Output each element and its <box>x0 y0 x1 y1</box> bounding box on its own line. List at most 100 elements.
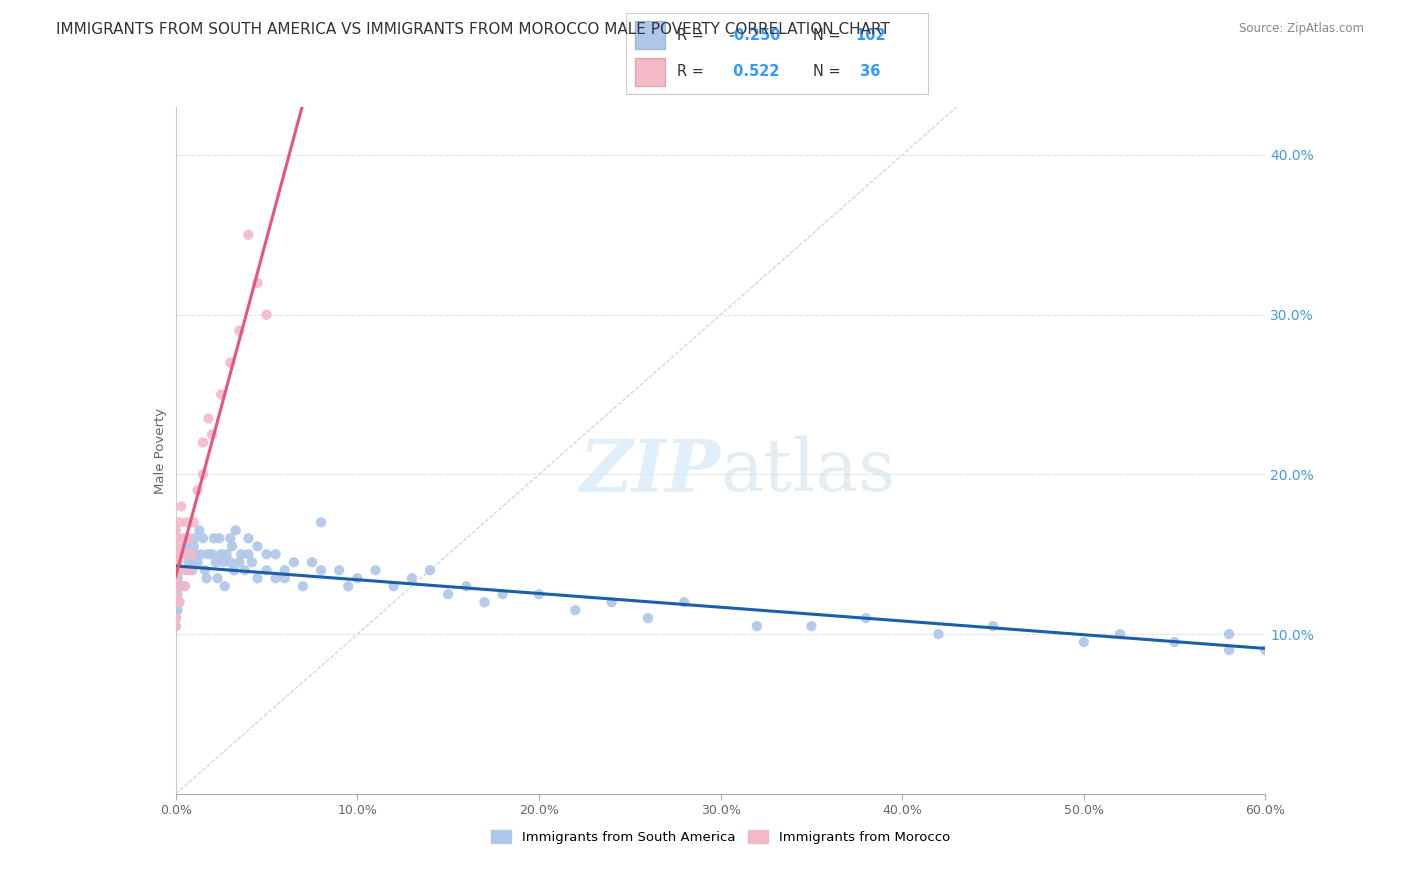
Point <box>600 595 623 609</box>
Point <box>165 579 187 593</box>
Point <box>169 563 191 577</box>
Point <box>191 467 214 482</box>
Point <box>173 579 195 593</box>
Point <box>190 547 212 561</box>
Point <box>219 356 242 370</box>
Point <box>176 516 198 530</box>
Point <box>246 539 269 553</box>
Point <box>1163 635 1185 649</box>
Point <box>346 571 368 585</box>
Point <box>800 619 823 633</box>
Point <box>176 563 198 577</box>
Point <box>165 603 187 617</box>
Point <box>204 555 226 569</box>
Point <box>165 563 187 577</box>
Point <box>401 571 423 585</box>
Point <box>207 571 229 585</box>
Point <box>238 531 260 545</box>
Point <box>177 531 200 545</box>
Point <box>183 531 205 545</box>
Point <box>637 611 659 625</box>
Point <box>256 547 278 561</box>
Point <box>186 555 209 569</box>
Point <box>1218 627 1240 641</box>
Point <box>166 571 188 585</box>
Point <box>166 531 188 545</box>
Point <box>165 595 187 609</box>
Point <box>212 555 235 569</box>
Point <box>179 563 201 577</box>
Text: 36: 36 <box>855 64 880 79</box>
Point <box>183 516 205 530</box>
Point <box>225 524 247 538</box>
FancyBboxPatch shape <box>634 58 665 86</box>
Point <box>274 571 297 585</box>
Point <box>328 563 350 577</box>
Point <box>228 555 250 569</box>
Point <box>165 611 187 625</box>
Point <box>492 587 515 601</box>
Point <box>173 539 195 553</box>
Point <box>221 539 243 553</box>
Point <box>256 563 278 577</box>
Point <box>169 595 191 609</box>
Point <box>291 579 314 593</box>
Point <box>170 500 193 514</box>
Text: N =: N = <box>813 28 841 43</box>
Point <box>188 524 211 538</box>
Point <box>214 579 236 593</box>
Point <box>264 571 287 585</box>
Point <box>165 587 187 601</box>
Point <box>165 595 187 609</box>
Point <box>745 619 768 633</box>
Point <box>165 611 187 625</box>
Point <box>246 571 269 585</box>
Point <box>1254 643 1277 657</box>
Point <box>673 595 696 609</box>
Point <box>194 563 217 577</box>
Point <box>176 531 198 545</box>
Point <box>181 563 204 577</box>
FancyBboxPatch shape <box>634 21 665 49</box>
Point <box>166 603 188 617</box>
Point <box>165 524 187 538</box>
Y-axis label: Male Poverty: Male Poverty <box>155 408 167 493</box>
Point <box>382 579 405 593</box>
Point <box>1073 635 1095 649</box>
Point <box>219 531 242 545</box>
Point <box>165 555 187 569</box>
Point <box>191 531 214 545</box>
Point <box>166 579 188 593</box>
Point <box>209 387 232 401</box>
Point <box>364 563 387 577</box>
Point <box>183 539 205 553</box>
Point <box>165 563 187 577</box>
Text: IMMIGRANTS FROM SOUTH AMERICA VS IMMIGRANTS FROM MOROCCO MALE POVERTY CORRELATIO: IMMIGRANTS FROM SOUTH AMERICA VS IMMIGRA… <box>56 22 890 37</box>
Point <box>231 547 253 561</box>
Point <box>201 547 224 561</box>
Point <box>202 531 225 545</box>
Point <box>437 587 460 601</box>
Point <box>283 555 305 569</box>
Text: ZIP: ZIP <box>579 435 721 507</box>
Point <box>169 516 191 530</box>
Point <box>181 547 204 561</box>
Point <box>166 587 188 601</box>
Point <box>165 611 187 625</box>
Point <box>246 276 269 290</box>
Point <box>195 571 218 585</box>
Point <box>564 603 586 617</box>
Point <box>309 516 332 530</box>
Point <box>177 555 200 569</box>
Point <box>186 483 209 498</box>
Text: Source: ZipAtlas.com: Source: ZipAtlas.com <box>1239 22 1364 36</box>
Point <box>222 563 245 577</box>
Point <box>172 531 194 545</box>
Point <box>165 555 187 569</box>
Point <box>165 539 187 553</box>
Point <box>208 531 231 545</box>
Text: 0.522: 0.522 <box>728 64 780 79</box>
Point <box>165 619 187 633</box>
Point <box>474 595 496 609</box>
Point <box>173 579 195 593</box>
